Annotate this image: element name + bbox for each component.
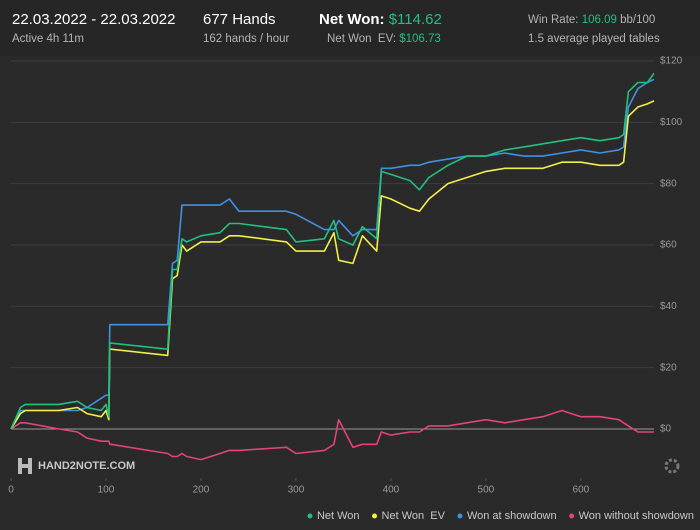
legend-label: Won at showdown	[467, 510, 557, 522]
y-tick-label: $120	[660, 56, 683, 67]
y-tick-label: $100	[660, 117, 683, 128]
legend-label: Won without showdown	[579, 510, 694, 522]
active-time: Active 4h 11m	[12, 33, 84, 45]
watermark: HAND2NOTE.COM	[38, 460, 135, 472]
win-rate-label: Win Rate:	[528, 14, 579, 26]
legend-label: Net Won	[317, 510, 360, 522]
x-tick-label: 0	[8, 485, 14, 496]
series-line	[10, 409, 654, 461]
hands: 677 Hands	[203, 11, 276, 28]
net-won-ev-value: $106.73	[399, 33, 441, 45]
x-tick-label: 600	[573, 485, 590, 496]
series-line	[10, 100, 655, 430]
net-won-ev: Net Won EV: $106.73	[327, 33, 441, 45]
y-tick-label: $20	[660, 362, 677, 373]
legend-marker	[372, 513, 378, 519]
y-tick-label: $80	[660, 178, 677, 189]
x-tick-label: 500	[478, 485, 495, 496]
y-tick-label: $0	[660, 424, 672, 435]
x-tick-label: 200	[193, 485, 210, 496]
win-rate-unit: bb/100	[620, 14, 655, 26]
header-bar	[0, 0, 700, 56]
date-range: 22.03.2022 - 22.03.2022	[12, 11, 175, 28]
win-rate-value: 106.09	[582, 14, 617, 26]
net-won-label: Net Won:	[319, 11, 385, 28]
legend-marker	[307, 513, 313, 519]
x-tick-label: 400	[383, 485, 400, 496]
legend-item: Net Won	[307, 510, 360, 522]
tables: 1.5 average played tables	[528, 33, 660, 45]
net-won-ev-label: Net Won EV:	[327, 33, 396, 45]
legend-item: Won at showdown	[457, 510, 557, 522]
x-tick-label: 100	[98, 485, 115, 496]
net-won-value: $114.62	[389, 11, 442, 28]
legend-marker	[569, 513, 575, 519]
x-tick-label: 300	[288, 485, 305, 496]
hands-per-hour: 162 hands / hour	[203, 33, 289, 45]
series-line	[10, 72, 655, 430]
settings-icon[interactable]	[664, 458, 680, 474]
win-rate: Win Rate: 106.09 bb/100	[528, 14, 655, 26]
net-won: Net Won: $114.62	[319, 11, 442, 28]
legend-item: Net Won EV	[372, 510, 446, 522]
y-tick-label: $40	[660, 301, 677, 312]
y-tick-label: $60	[660, 240, 677, 251]
watermark-logo	[18, 458, 32, 474]
legend-marker	[457, 513, 463, 519]
legend: Net Won Net Won EV Won at showdown Won with…	[307, 510, 694, 522]
legend-item: Won without showdown	[569, 510, 694, 522]
plot: $0 $20 $40 $60 $80 $100 $120 0 100 200 300 400 500 60…	[8, 56, 682, 496]
legend-label: Net Won EV	[382, 510, 446, 522]
